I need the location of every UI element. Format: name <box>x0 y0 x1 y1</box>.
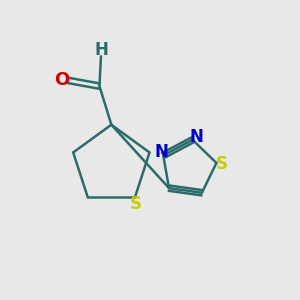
Text: S: S <box>216 155 228 173</box>
Text: S: S <box>130 195 142 213</box>
Text: N: N <box>155 143 169 161</box>
Text: N: N <box>190 128 203 146</box>
Text: O: O <box>54 71 69 89</box>
Text: H: H <box>94 41 108 59</box>
